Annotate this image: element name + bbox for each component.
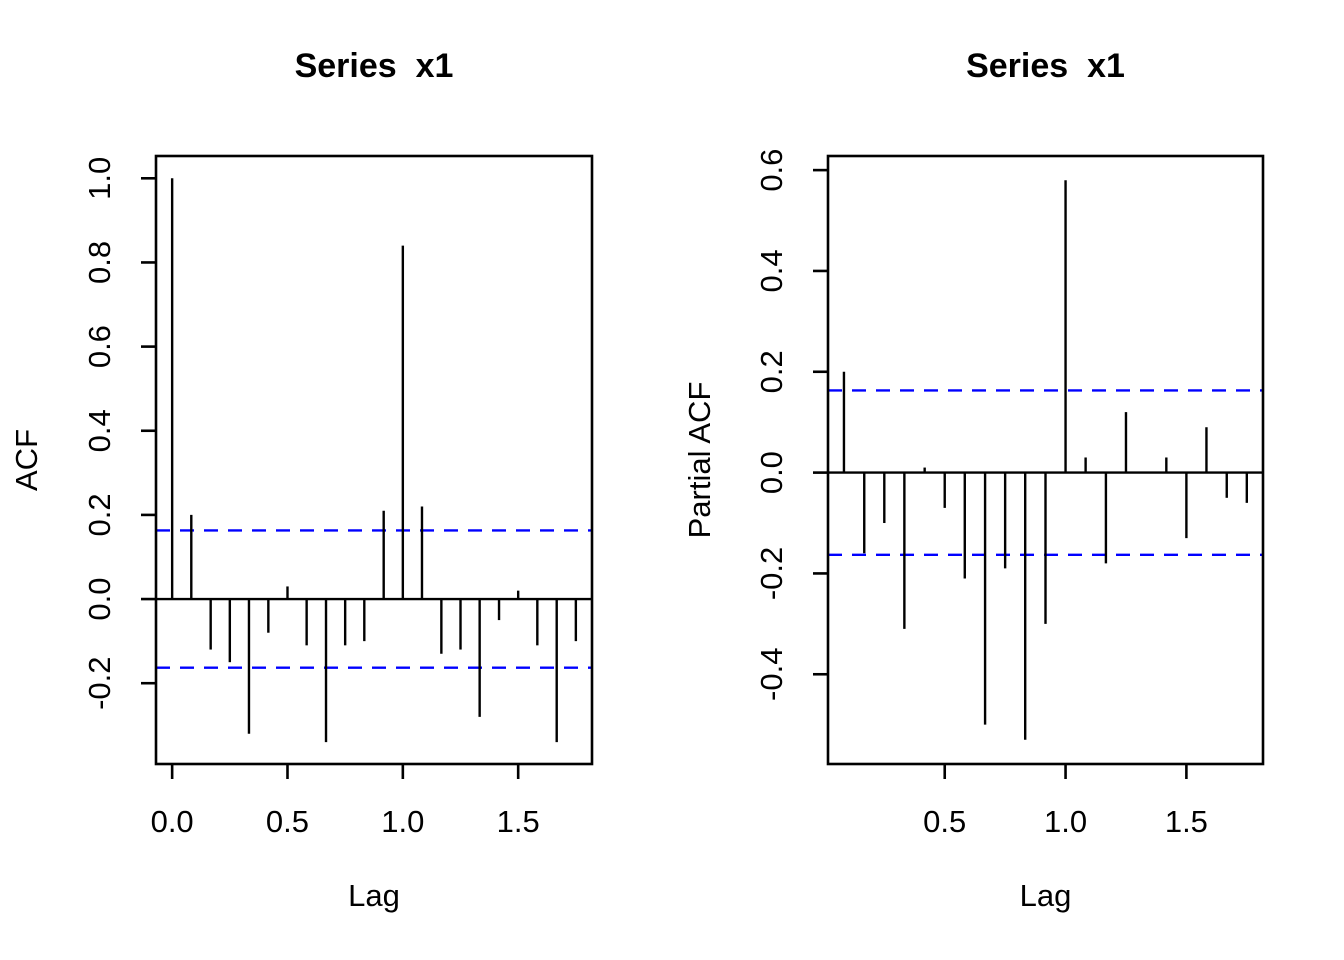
pacf-y-tick-label: 0.2 (754, 350, 789, 393)
left-x-axis-title: Lag (348, 878, 400, 913)
pacf-y-tick-label: 0.6 (754, 149, 789, 192)
pacf-plot-box (826, 154, 1265, 766)
right-panel-title: Series x1 (966, 47, 1125, 85)
pacf-y-tick-label: 0.4 (754, 249, 789, 292)
pacf-x-tick-label: 0.5 (923, 804, 966, 839)
acf-x-tick-label: 0.0 (151, 804, 194, 839)
right-y-axis-title: Partial ACF (682, 381, 717, 539)
acf-y-tick-label: 0.6 (82, 325, 117, 368)
right-x-axis-title: Lag (1019, 878, 1072, 913)
pacf-y-tick-label: -0.4 (754, 648, 789, 701)
acf-y-tick-label: 0.4 (82, 409, 117, 452)
pacf-y-tick-label: -0.2 (754, 547, 789, 600)
acf-y-tick-label: 0.0 (82, 578, 117, 621)
acf-x-tick-label: 0.5 (266, 804, 309, 839)
acf-y-tick-label: -0.2 (82, 657, 117, 710)
pacf-y-tick-label: 0.0 (754, 451, 789, 494)
acf-y-tick-label: 1.0 (82, 157, 117, 200)
pacf-x-tick-label: 1.5 (1165, 804, 1208, 839)
acf-x-tick-label: 1.0 (381, 804, 424, 839)
acf-y-tick-label: 0.8 (82, 241, 117, 284)
acf-x-tick-label: 1.5 (497, 804, 540, 839)
acf-plot-box (154, 154, 594, 766)
pacf-x-tick-label: 1.0 (1044, 804, 1087, 839)
left-panel-title: Series x1 (294, 47, 454, 85)
acf-y-tick-label: 0.2 (82, 493, 117, 536)
left-y-axis-title: ACF (9, 429, 44, 491)
